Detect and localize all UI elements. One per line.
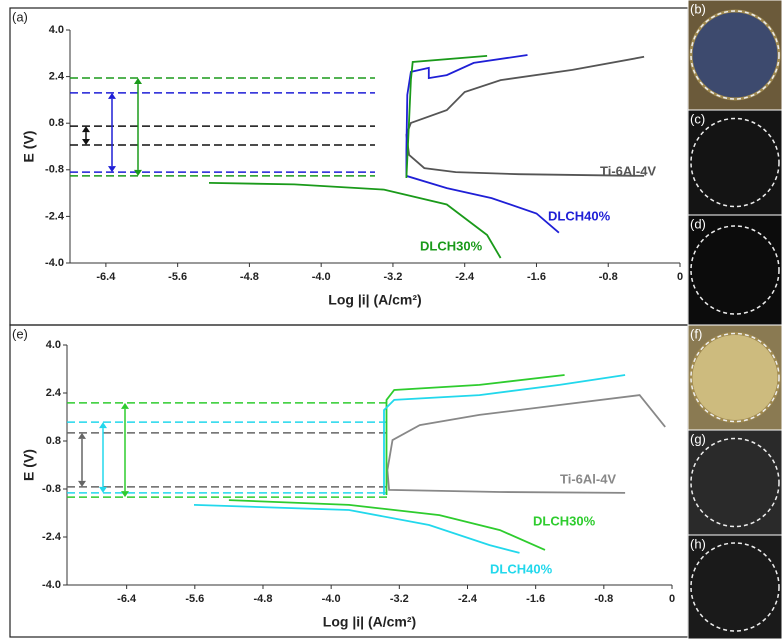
sample-outline (690, 542, 780, 632)
x-tick-label: -3.2 (390, 593, 409, 605)
photo-label: (c) (690, 111, 705, 126)
x-tick-label: -4.8 (254, 593, 273, 605)
x-tick-label: -4.0 (322, 593, 341, 605)
y-tick-label: 4.0 (49, 24, 64, 36)
sample-photo (687, 429, 782, 536)
x-tick-label: -6.4 (117, 593, 137, 605)
x-tick-label: -0.8 (594, 593, 613, 605)
y-axis-label: E (V) (21, 131, 37, 163)
x-tick-label: -5.6 (185, 593, 204, 605)
x-tick-label: -4.8 (240, 271, 259, 283)
y-tick-label: -0.8 (45, 164, 64, 176)
y-tick-label: 4.0 (46, 339, 61, 351)
x-axis-label: Log |i| (A/cm²) (323, 614, 416, 630)
polarization-curve (193, 374, 626, 554)
polarization-curve (228, 374, 565, 551)
x-tick-label: -2.4 (458, 593, 478, 605)
series-label: Ti-6Al-4V (600, 163, 656, 178)
y-axis-label: E (V) (21, 449, 37, 481)
x-tick-label: -6.4 (96, 271, 116, 283)
polarization-curve (405, 54, 560, 234)
series-label: DLCH40% (490, 561, 553, 576)
series-label: DLCH30% (533, 513, 596, 528)
x-tick-label: -5.6 (168, 271, 187, 283)
x-tick-label: 0 (677, 271, 683, 283)
photo-label: (f) (690, 326, 702, 341)
y-tick-label: -2.4 (45, 210, 65, 222)
photo-label: (g) (690, 431, 706, 446)
x-tick-label: -4.0 (312, 271, 331, 283)
sample-outline (690, 437, 780, 528)
y-tick-label: 0.8 (46, 435, 61, 447)
series-label: DLCH30% (420, 238, 483, 253)
sample-outline (690, 10, 780, 100)
y-tick-label: -4.0 (45, 257, 64, 269)
x-tick-label: -1.6 (527, 271, 546, 283)
arrow-head (78, 432, 86, 487)
sample-outline (690, 117, 780, 208)
x-tick-label: -2.4 (455, 271, 475, 283)
panel-label: (a) (12, 9, 28, 24)
sample-outline (690, 332, 780, 423)
y-tick-label: -0.8 (42, 483, 61, 495)
y-tick-label: -2.4 (42, 531, 62, 543)
sample-photo (687, 214, 782, 326)
polarization-curve (208, 55, 502, 259)
x-tick-label: -0.8 (599, 271, 618, 283)
arrow-head (82, 126, 90, 146)
sample-outline (690, 225, 780, 315)
y-tick-label: 2.4 (49, 71, 65, 83)
polarization-curve (405, 55, 645, 177)
y-tick-label: 2.4 (46, 387, 62, 399)
x-tick-label: -3.2 (383, 271, 402, 283)
y-tick-label: 0.8 (49, 117, 64, 129)
photo-label: (b) (690, 1, 706, 16)
x-axis-label: Log |i| (A/cm²) (328, 292, 421, 308)
photo-label: (d) (690, 216, 706, 231)
panel-label: (e) (12, 326, 28, 341)
series-label: DLCH40% (548, 208, 611, 223)
series-label: Ti-6Al-4V (560, 471, 616, 486)
polarization-curve (386, 394, 666, 494)
photo-label: (h) (690, 536, 706, 551)
sample-photo (687, 534, 782, 640)
x-tick-label: -1.6 (526, 593, 545, 605)
y-tick-label: -4.0 (42, 579, 61, 591)
x-tick-label: 0 (669, 593, 675, 605)
